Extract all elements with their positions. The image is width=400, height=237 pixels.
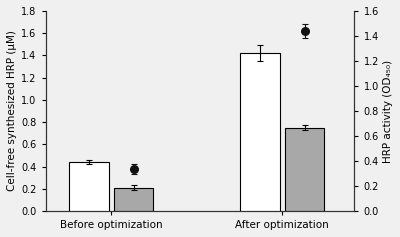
Bar xyxy=(240,53,280,211)
Y-axis label: Cell-free synthesized HRP (μM): Cell-free synthesized HRP (μM) xyxy=(7,31,17,191)
Bar xyxy=(285,128,324,211)
Bar xyxy=(114,188,153,211)
Bar xyxy=(69,162,109,211)
Y-axis label: HRP activity (OD₄₅₀): HRP activity (OD₄₅₀) xyxy=(383,59,393,163)
